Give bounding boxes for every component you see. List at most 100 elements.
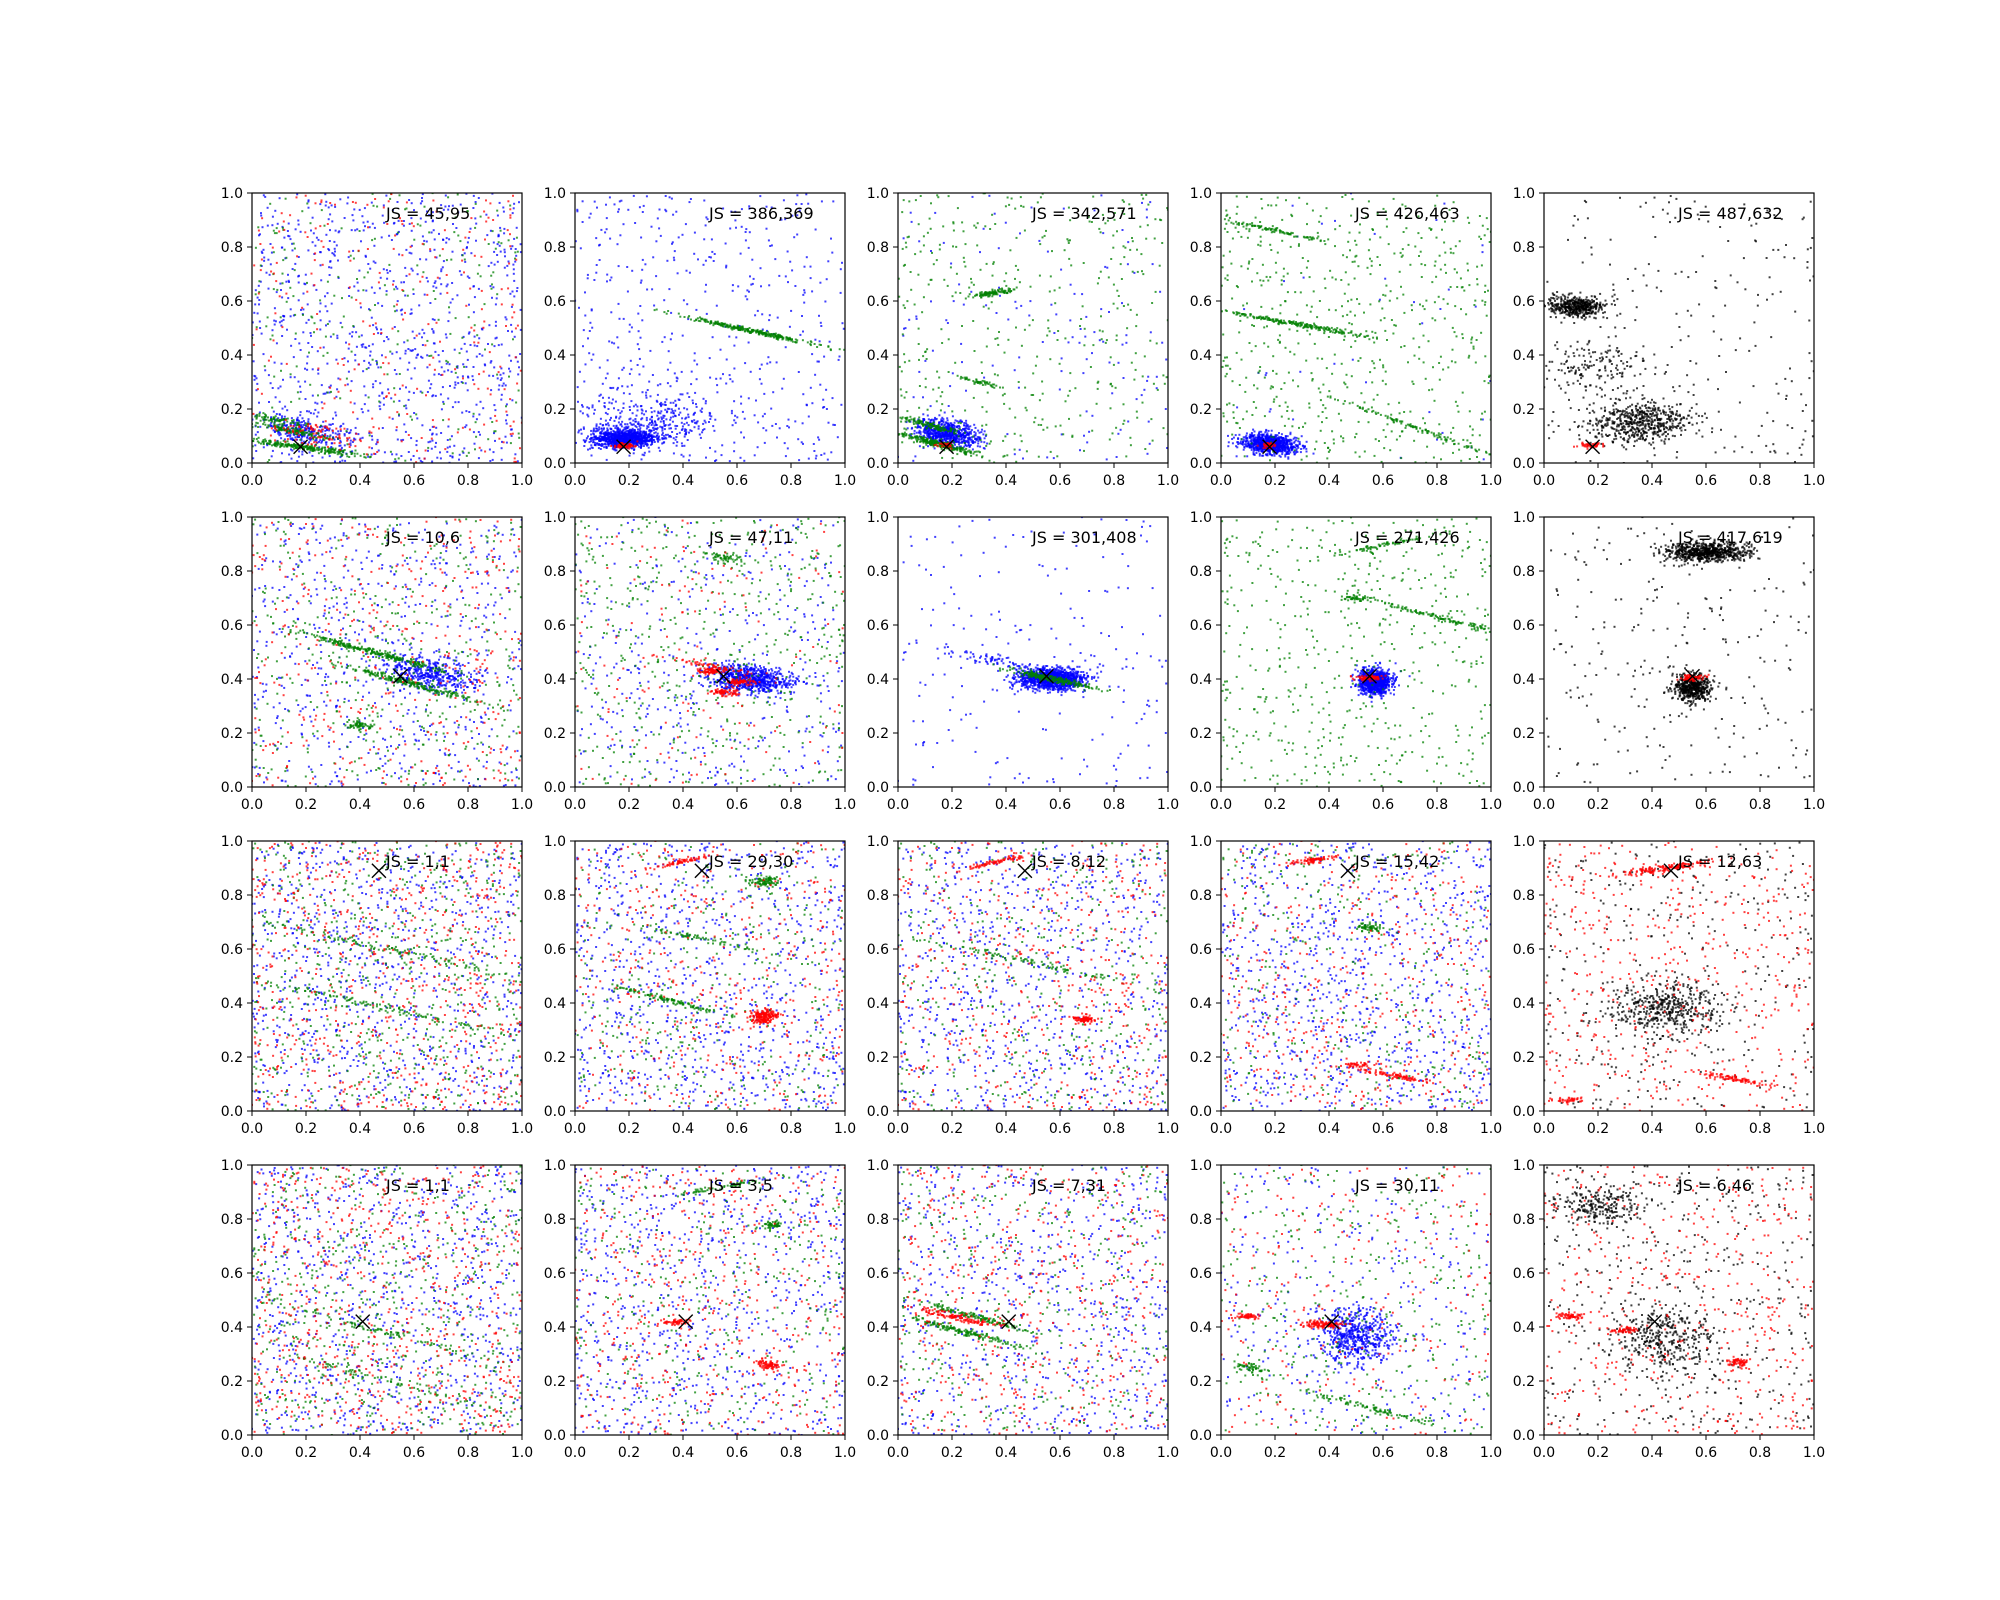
scatter-point [273, 423, 276, 426]
scatter-point [1062, 207, 1065, 210]
scatter-point [435, 441, 437, 444]
scatter-point [582, 329, 585, 332]
scatter-point [639, 305, 642, 307]
scatter-point [646, 425, 649, 428]
scatter-point [590, 436, 593, 439]
scatter-point [673, 259, 676, 262]
scatter-point [281, 428, 284, 431]
scatter-point [621, 385, 624, 388]
scatter-point [343, 449, 346, 451]
scatter-point [910, 220, 913, 223]
scatter-point [831, 397, 834, 400]
scatter-point [640, 434, 643, 437]
scatter-point [265, 271, 268, 274]
y-tick-label: 0.2 [221, 402, 243, 418]
scatter-point [1106, 266, 1109, 269]
scatter-point [308, 430, 311, 433]
scatter-point [625, 434, 628, 437]
scatter-point [310, 444, 313, 447]
scatter-point [324, 295, 326, 298]
scatter-point [605, 217, 608, 220]
scatter-point [365, 368, 368, 371]
scatter-point [370, 453, 373, 456]
scatter-point [358, 269, 361, 272]
scatter-point [645, 391, 648, 394]
scatter-point [485, 220, 488, 223]
scatter-point [469, 287, 472, 290]
scatter-point [351, 441, 354, 443]
scatter-point [424, 449, 427, 452]
scatter-point [392, 283, 394, 286]
scatter-point [620, 410, 623, 413]
scatter-point [982, 447, 985, 450]
scatter-point [334, 451, 337, 454]
scatter-point [280, 429, 283, 432]
scatter-point [1022, 457, 1024, 460]
scatter-point [1030, 206, 1033, 209]
scatter-point [827, 260, 830, 263]
scatter-point [477, 341, 480, 344]
scatter-point [272, 229, 275, 232]
scatter-point [693, 419, 696, 422]
scatter-point [266, 426, 268, 429]
scatter-point [784, 346, 787, 349]
scatter-point [421, 424, 424, 427]
scatter-point [497, 388, 500, 391]
scatter-point [509, 442, 512, 445]
scatter-point [434, 350, 437, 353]
scatter-point [580, 432, 583, 435]
scatter-point [809, 344, 812, 347]
scatter-point [292, 242, 295, 245]
scatter-point [281, 282, 284, 285]
scatter-point [440, 432, 443, 434]
scatter-point [309, 222, 312, 225]
scatter-point [415, 413, 418, 416]
scatter-point [310, 433, 313, 436]
scatter-point [758, 331, 761, 334]
scatter-point [261, 252, 264, 254]
scatter-point [324, 429, 327, 432]
scatter-point [950, 426, 953, 429]
scatter-points [575, 193, 845, 463]
scatter-point [283, 445, 286, 448]
scatter-point [803, 289, 806, 292]
scatter-point [252, 360, 255, 363]
scatter-point [383, 284, 386, 287]
scatter-point [270, 424, 273, 427]
scatter-point [759, 330, 762, 333]
scatter-point [784, 218, 787, 221]
scatter-point [432, 290, 435, 292]
scatter-point [440, 408, 443, 411]
scatter-point [586, 406, 589, 409]
scatter-point [297, 431, 300, 434]
scatter-point [467, 316, 470, 319]
scatter-point [805, 193, 808, 196]
scatter-point [516, 460, 519, 463]
scatter-point [439, 292, 442, 295]
scatter-point [472, 207, 475, 209]
scatter-point [801, 315, 803, 317]
scatter-point [299, 433, 302, 436]
scatter-point [379, 408, 382, 411]
scatter-point [306, 434, 309, 437]
scatter-point [626, 446, 629, 449]
scatter-point [435, 210, 438, 213]
scatter-point [304, 380, 307, 383]
scatter-point [289, 238, 292, 241]
scatter-point [483, 210, 486, 213]
scatter-point [1053, 332, 1056, 334]
scatter-point [758, 378, 761, 381]
scatter-point [605, 440, 608, 443]
scatter-point [496, 243, 499, 246]
scatter-point [274, 418, 277, 421]
scatter-point [708, 256, 711, 258]
scatter-point [753, 454, 756, 457]
scatter-point [598, 436, 601, 439]
scatter-point [267, 416, 269, 419]
scatter-point [606, 273, 609, 276]
scatter-point [478, 446, 481, 449]
scatter-point [494, 337, 497, 340]
scatter-point [472, 194, 475, 197]
scatter-point [407, 451, 410, 453]
scatter-point [814, 228, 817, 231]
